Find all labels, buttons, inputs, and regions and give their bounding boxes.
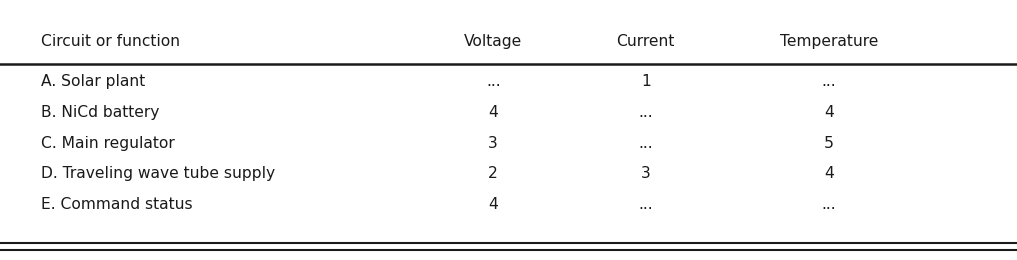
Text: 4: 4 <box>824 105 834 120</box>
Text: 4: 4 <box>824 166 834 181</box>
Text: D. Traveling wave tube supply: D. Traveling wave tube supply <box>41 166 275 181</box>
Text: Circuit or function: Circuit or function <box>41 34 180 49</box>
Text: Voltage: Voltage <box>464 34 523 49</box>
Text: Current: Current <box>616 34 675 49</box>
Text: ...: ... <box>639 197 653 212</box>
Text: 3: 3 <box>641 166 651 181</box>
Text: B. NiCd battery: B. NiCd battery <box>41 105 159 120</box>
Text: A. Solar plant: A. Solar plant <box>41 74 145 89</box>
Text: ...: ... <box>822 74 836 89</box>
Text: 2: 2 <box>488 166 498 181</box>
Text: 3: 3 <box>488 136 498 151</box>
Text: ...: ... <box>486 74 500 89</box>
Text: E. Command status: E. Command status <box>41 197 192 212</box>
Text: C. Main regulator: C. Main regulator <box>41 136 175 151</box>
Text: Temperature: Temperature <box>780 34 878 49</box>
Text: ...: ... <box>639 105 653 120</box>
Text: 4: 4 <box>488 197 498 212</box>
Text: 1: 1 <box>641 74 651 89</box>
Text: ...: ... <box>822 197 836 212</box>
Text: 5: 5 <box>824 136 834 151</box>
Text: 4: 4 <box>488 105 498 120</box>
Text: ...: ... <box>639 136 653 151</box>
